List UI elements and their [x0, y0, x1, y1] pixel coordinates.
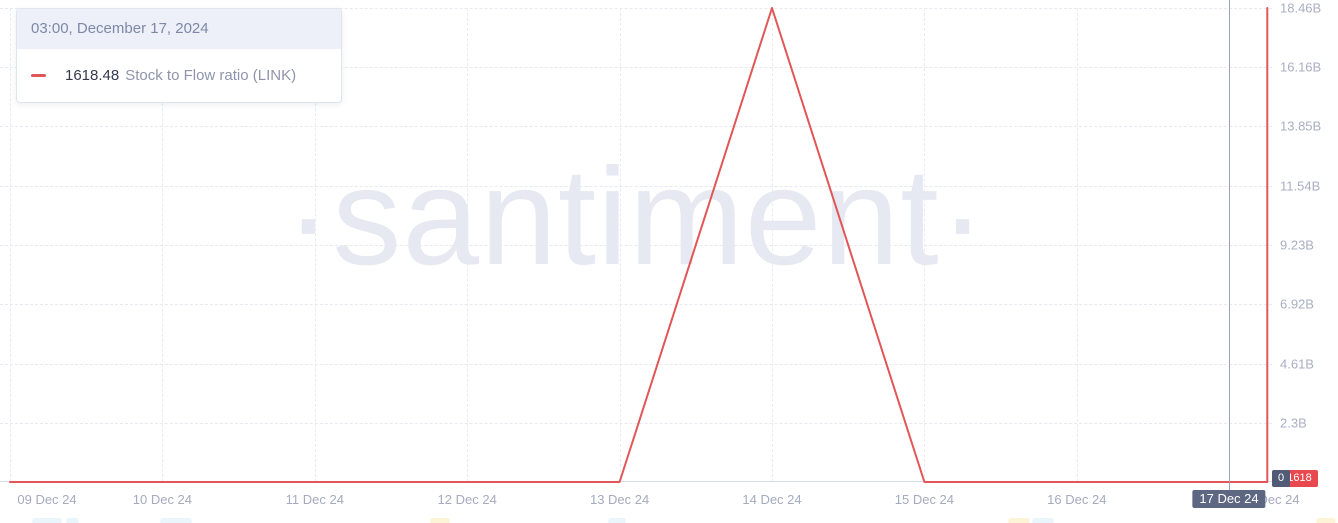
y-tick-label: 4.61B [1280, 356, 1314, 372]
bottom-edge-artifact [1008, 518, 1030, 523]
bottom-edge-artifact [32, 518, 62, 523]
x-gridline [924, 8, 926, 482]
x-gridline [772, 8, 773, 482]
y-tick-label: 2.3B [1280, 415, 1307, 431]
y-gridline [0, 304, 1272, 306]
bottom-edge-artifact [1316, 518, 1336, 523]
bottom-edge-artifact [608, 518, 626, 523]
y-tick-label: 11.54B [1280, 178, 1321, 194]
x-gridline [619, 8, 621, 482]
series-color-dash-icon [31, 74, 46, 77]
y-gridline [0, 126, 1272, 128]
y-tick-label: 9.23B [1280, 237, 1314, 253]
series-value-badge: 1618 [1281, 470, 1318, 487]
tooltip-value: 1618.48 [65, 67, 120, 84]
tooltip-series-label: Stock to Flow ratio (LINK) [125, 67, 297, 84]
chart-tooltip: 03:00, December 17, 2024 1618.48 Stock t… [16, 8, 342, 103]
x-tick-label: 14 Dec 24 [742, 492, 802, 507]
x-gridline [467, 8, 469, 482]
tooltip-datetime: 03:00, December 17, 2024 [17, 9, 341, 49]
bottom-edge-artifact [160, 518, 192, 523]
x-axis-line [0, 481, 1272, 482]
bottom-edge-artifact [1032, 518, 1054, 523]
x-tick-label: 13 Dec 24 [589, 492, 650, 507]
x-tick-label: 16 Dec 24 [1047, 492, 1107, 507]
x-tick-label: 09 Dec 24 [17, 492, 77, 507]
y-gridline [0, 245, 1272, 246]
bottom-edge-artifact [66, 518, 79, 523]
y-tick-label: 18.46B [1280, 0, 1322, 16]
y-gridline [0, 363, 1272, 365]
tooltip-legend-row: 1618.48 Stock to Flow ratio (LINK) [17, 49, 341, 102]
y-gridline [0, 185, 1272, 187]
santiment-watermark: ·santiment· [285, 140, 987, 294]
y-tick-label: 16.16B [1280, 59, 1322, 75]
y-tick-label: 6.92B [1280, 296, 1314, 312]
series-line-layer [9, 7, 1269, 483]
x-tick-label: 10 Dec 24 [132, 492, 193, 507]
y-gridline [0, 422, 1272, 424]
x-gridline [162, 8, 164, 482]
x-gridline [1076, 8, 1078, 482]
crosshair-vertical-line [1229, 0, 1230, 492]
crosshair-value-badge: 0 [1272, 470, 1290, 487]
x-tick-label: 11 Dec 24 [285, 492, 344, 507]
y-gridline [0, 67, 1272, 69]
x-gridline [10, 8, 11, 482]
y-tick-label: 13.85B [1280, 118, 1322, 134]
plot-area[interactable]: ·santiment· [0, 0, 1272, 523]
crosshair-date-badge: 17 Dec 24 [1192, 490, 1266, 508]
x-tick-label: 12 Dec 24 [437, 492, 497, 507]
stock-to-flow-series-line [9, 7, 1269, 483]
x-tick-label: 15 Dec 24 [894, 492, 955, 507]
y-gridline [0, 8, 1272, 9]
bottom-edge-artifact [430, 518, 450, 523]
x-gridline [314, 8, 316, 482]
